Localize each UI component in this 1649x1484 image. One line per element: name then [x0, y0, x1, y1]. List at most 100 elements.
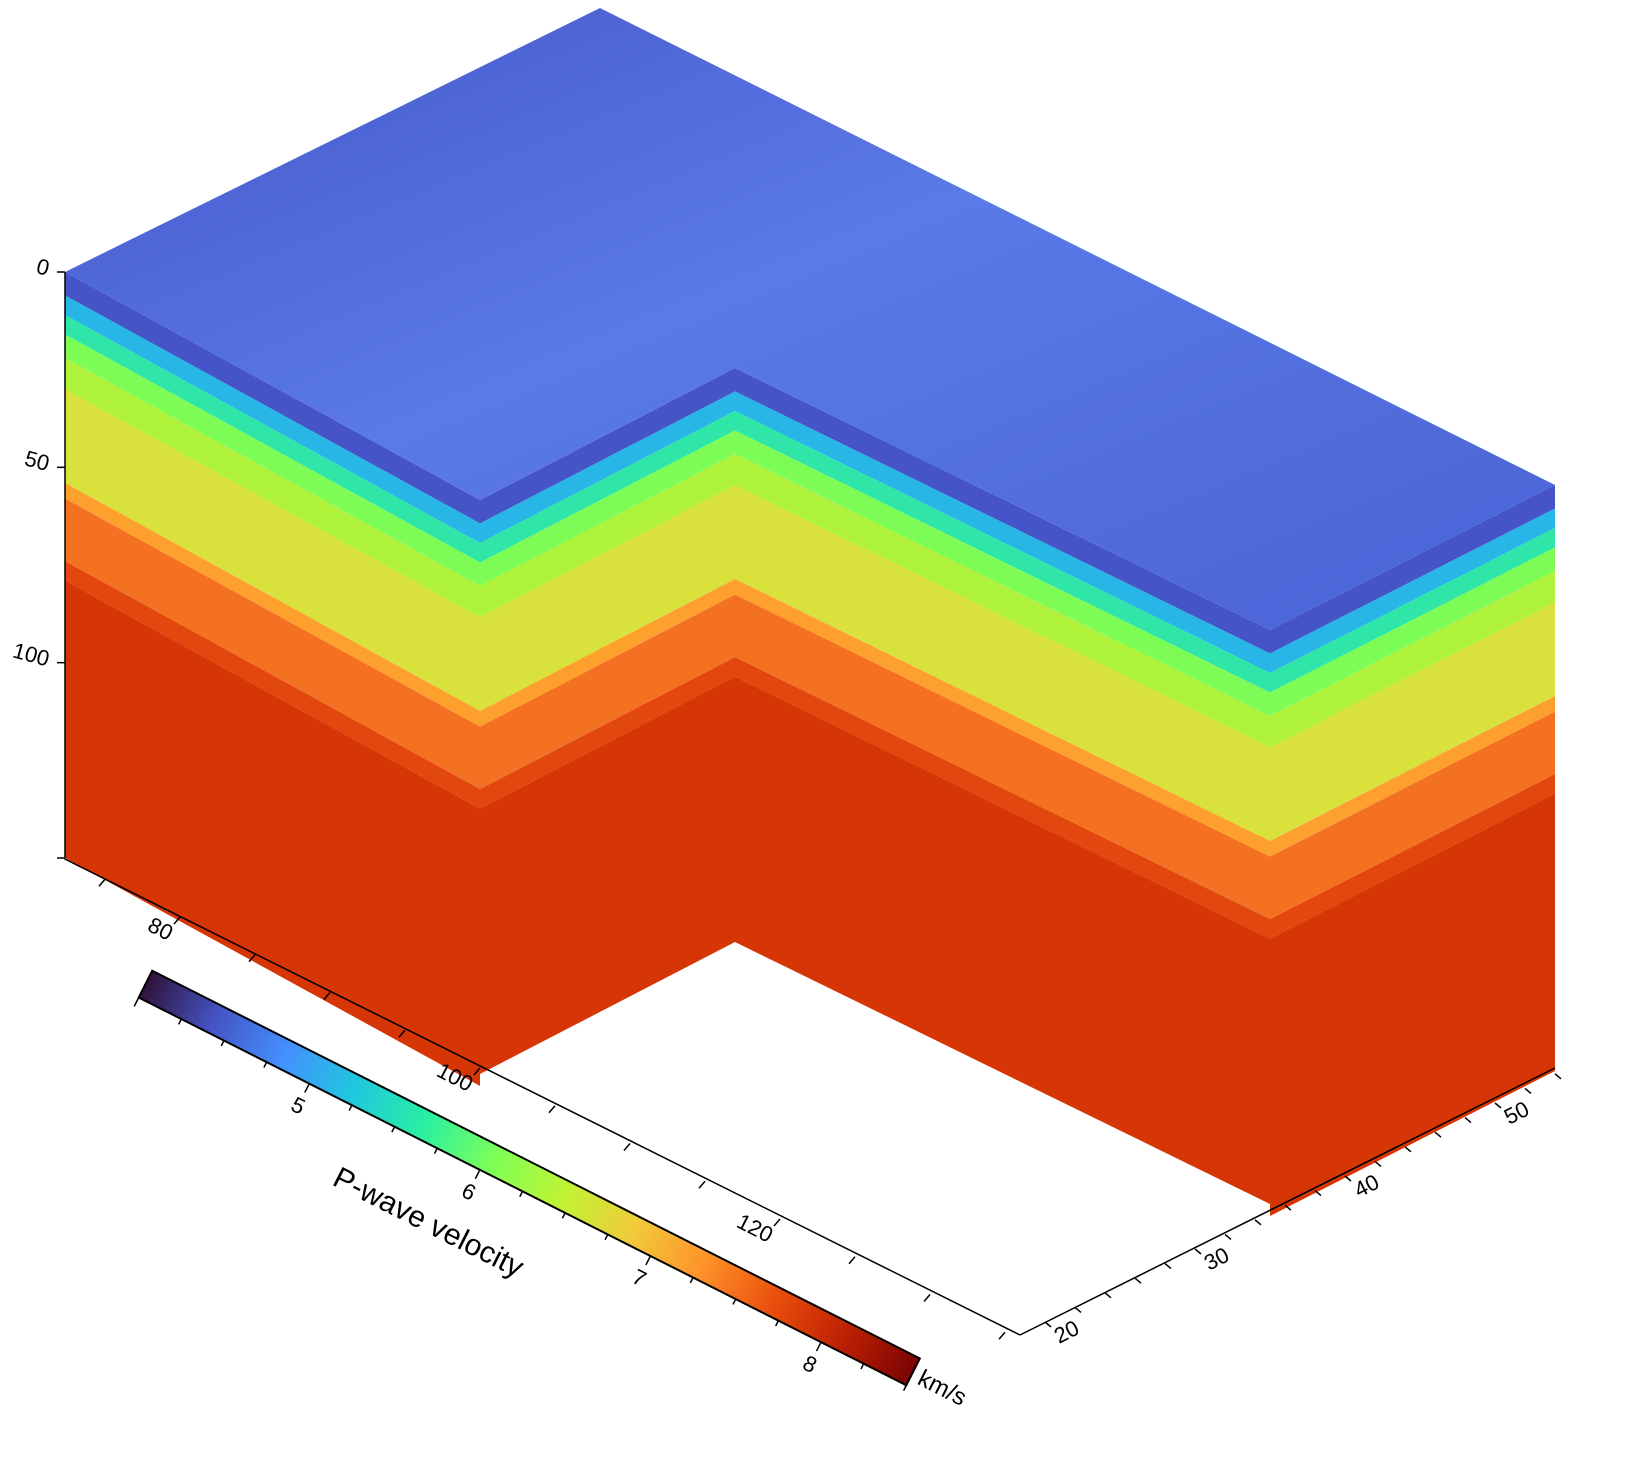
colorbar-tick — [263, 1061, 268, 1068]
y-tick — [1224, 1233, 1232, 1240]
colorbar-tick — [474, 1169, 481, 1180]
y-tick — [1314, 1190, 1322, 1197]
x-tick — [548, 1105, 556, 1114]
y-tick-label: 50 — [1500, 1096, 1533, 1129]
colorbar-tick — [815, 1341, 822, 1352]
velocity-layer-7 — [735, 594, 1270, 920]
y-tick — [1284, 1204, 1292, 1211]
velocity-layer-8 — [65, 561, 480, 809]
colorbar-tick — [689, 1277, 694, 1284]
velocity-layer-9 — [65, 580, 480, 1086]
x-tick — [248, 954, 256, 963]
y-tick — [1074, 1306, 1082, 1313]
velocity-layer-4 — [65, 357, 480, 618]
velocity-layer-6 — [735, 578, 1270, 857]
colorbar-tick — [177, 1018, 183, 1025]
velocity-layer-9 — [735, 676, 1270, 1204]
velocity-layer-9 — [1270, 793, 1555, 1216]
y-tick-label: 30 — [1200, 1242, 1233, 1275]
notch-face-side — [735, 368, 1270, 1204]
colorbar-tick-label: 8 — [799, 1350, 821, 1378]
velocity-layer-0 — [735, 368, 1270, 654]
colorbar-tick-label: 7 — [628, 1264, 650, 1292]
depth-tick-label: 50 — [22, 446, 52, 476]
velocity-layer-3 — [735, 430, 1270, 716]
right-face — [1270, 485, 1555, 1216]
velocity-layer-3 — [480, 430, 735, 586]
velocity-layer-0 — [480, 368, 735, 524]
colorbar-tick — [348, 1104, 353, 1111]
velocity-layer-3 — [65, 334, 480, 586]
velocity-layer-5 — [480, 485, 735, 711]
y-tick — [1374, 1160, 1382, 1167]
velocity-layer-1 — [65, 295, 480, 543]
x-tick — [698, 1180, 706, 1189]
x-tick — [998, 1331, 1006, 1340]
y-tick — [1254, 1219, 1262, 1226]
velocity-layer-1 — [735, 391, 1270, 673]
velocity-layer-4 — [735, 453, 1270, 748]
x-tick — [848, 1256, 856, 1265]
velocity-layer-4 — [1270, 570, 1555, 748]
y-axis-line — [1019, 1067, 1556, 1336]
y-tick — [1524, 1087, 1532, 1094]
colorbar-tick — [133, 997, 140, 1007]
colorbar-tick — [220, 1040, 225, 1047]
colorbar-tick — [645, 1255, 652, 1266]
y-tick — [1044, 1321, 1052, 1328]
colorbar-tick — [860, 1363, 865, 1370]
y-tick — [1134, 1277, 1142, 1284]
x-tick — [173, 916, 181, 925]
colorbar-tick — [604, 1234, 609, 1241]
velocity-layer-1 — [1270, 508, 1555, 673]
left-face — [65, 272, 480, 1086]
velocity-layer-8 — [480, 657, 735, 809]
velocity-layer-5 — [735, 485, 1270, 841]
colorbar-tick — [391, 1126, 396, 1133]
colorbar-tick — [732, 1298, 737, 1305]
velocity-layer-2 — [735, 410, 1270, 693]
x-tick — [398, 1029, 406, 1038]
velocity-layer-2 — [480, 410, 735, 563]
y-tick — [1344, 1175, 1352, 1182]
depth-tick-label: 100 — [10, 638, 52, 672]
y-tick — [1554, 1073, 1562, 1080]
x-tick — [623, 1143, 631, 1151]
y-tick — [1464, 1117, 1472, 1124]
x-tick — [923, 1294, 931, 1302]
velocity-layer-6 — [1270, 695, 1555, 857]
velocity-layer-0 — [1270, 485, 1555, 654]
notch-face-front — [480, 368, 735, 1074]
colorbar-tick-label: 6 — [458, 1178, 480, 1206]
velocity-layer-0 — [65, 272, 480, 524]
colorbar-bar — [137, 969, 922, 1387]
colorbar-unit: km/s — [913, 1365, 970, 1412]
y-tick — [1164, 1263, 1172, 1270]
colorbar-tick-label: 5 — [287, 1092, 309, 1120]
velocity-layer-1 — [480, 391, 735, 543]
colorbar-tick — [433, 1147, 438, 1154]
x-tick — [473, 1067, 481, 1076]
velocity-layer-5 — [65, 389, 480, 711]
x-tick — [773, 1218, 781, 1227]
velocity-layer-8 — [735, 657, 1270, 939]
y-tick-label: 20 — [1050, 1315, 1083, 1348]
x-tick — [98, 878, 106, 887]
velocity-layer-8 — [1270, 774, 1555, 939]
y-tick — [1434, 1131, 1442, 1138]
depth-tick-label: 0 — [34, 253, 52, 280]
colorbar-tick — [519, 1191, 524, 1198]
velocity-layer-6 — [65, 482, 480, 727]
y-tick — [1104, 1292, 1112, 1299]
velocity-layer-7 — [1270, 711, 1555, 920]
x-tick-label: 120 — [733, 1209, 777, 1248]
x-axis-line — [64, 858, 1021, 1336]
y-tick-label: 40 — [1350, 1169, 1383, 1202]
colorbar-tick — [561, 1212, 566, 1219]
velocity-layer-2 — [65, 314, 480, 563]
y-tick — [1494, 1102, 1502, 1109]
velocity-layer-2 — [1270, 527, 1555, 693]
y-tick — [1194, 1248, 1202, 1255]
velocity-layer-7 — [65, 498, 480, 790]
